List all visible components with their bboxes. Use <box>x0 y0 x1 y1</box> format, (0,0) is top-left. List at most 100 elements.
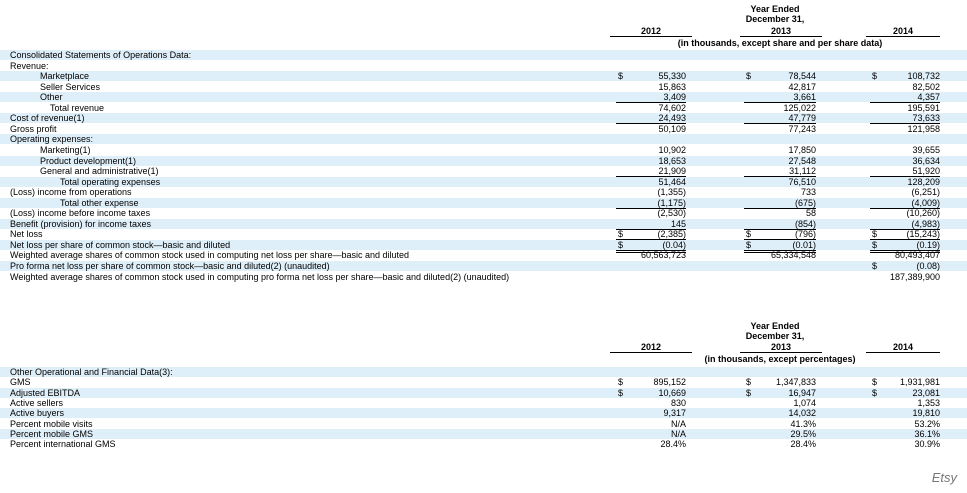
cell-value: 31,112 <box>789 166 816 177</box>
cell-rule <box>870 92 940 104</box>
table-row: Weighted average shares of common stock … <box>0 250 967 260</box>
table-row: Total operating expenses 51,464 76,510 128,… <box>0 176 967 187</box>
cell-value: 55,330 <box>658 71 686 82</box>
table-row: Total other expense (1,175) (675) (4,009) <box>0 197 967 209</box>
currency-symbol: $ <box>872 387 878 398</box>
table-row: Total revenue 74,602 125,022 195,591 <box>0 103 967 113</box>
currency-symbol: $ <box>872 239 878 250</box>
cell-value: 108,732 <box>907 71 940 82</box>
row-label: Net loss <box>10 229 43 240</box>
row-label: Net loss per share of common stock—basic… <box>10 239 231 250</box>
cell-value: 42,817 <box>788 81 816 92</box>
row-label: Total other expense <box>60 197 139 208</box>
table1-header-year-ended: Year Ended <box>750 4 800 14</box>
cell-value: 41.3% <box>790 418 816 429</box>
currency-symbol: $ <box>618 239 624 250</box>
table-row: Cost of revenue(1) 24,493 47,779 73,633 <box>0 113 967 125</box>
table-row: Net loss $ (2,385) $ (796) $ (15,243) <box>0 229 967 243</box>
cell-rule <box>870 198 940 209</box>
cell-rule <box>616 92 686 104</box>
currency-symbol: $ <box>872 377 878 388</box>
table1-year-2012: 2012 <box>610 26 692 37</box>
row-label: Operating expenses: <box>10 134 94 145</box>
row-label: Percent international GMS <box>10 439 116 450</box>
row-label: Weighted average shares of common stock … <box>10 271 510 282</box>
cell-value: 895,152 <box>653 377 686 388</box>
cell-value: 82,502 <box>912 81 940 92</box>
cell-value: 80,493,407 <box>894 250 940 261</box>
currency-symbol: $ <box>618 229 624 240</box>
cell-value: 128,209 <box>907 176 940 187</box>
cell-value: 17,850 <box>788 144 816 155</box>
table-row: GMS $895,152 $1,347,833 $1,931,981 <box>0 377 967 387</box>
table1-header-december: December 31, <box>745 14 805 24</box>
cell-value: (4,009) <box>911 197 940 208</box>
table-row: General and administrative(1) 21,909 31,11… <box>0 166 967 178</box>
cell-value: 39,655 <box>912 144 940 155</box>
table-row: (Loss) income from operations (1,355) 733 (… <box>0 187 967 197</box>
cell-value: (2,385) <box>657 229 686 240</box>
etsy-watermark: Etsy <box>931 470 957 485</box>
table-row: Active sellers 830 1,074 1,353 <box>0 398 967 408</box>
cell-value: 76,510 <box>788 176 816 187</box>
cell-value: (0.04) <box>662 239 686 250</box>
table2-header-year-ended: Year Ended <box>750 321 800 331</box>
cell-value: (4,983) <box>911 218 940 229</box>
cell-rule <box>744 240 816 253</box>
cell-value: (6,251) <box>911 187 940 198</box>
cell-value: 21,909 <box>658 166 686 177</box>
row-label: Pro forma net loss per share of common s… <box>10 261 330 271</box>
currency-symbol: $ <box>872 71 878 82</box>
cell-value: 16,947 <box>788 387 816 398</box>
cell-value: (0.08) <box>916 261 940 271</box>
table-row: Net loss per share of common stock—basic… <box>0 239 967 253</box>
currency-symbol: $ <box>746 71 752 82</box>
cell-rule <box>744 113 816 125</box>
cell-value: (2,530) <box>657 208 686 219</box>
table-row: Marketplace $55,330 $78,544 $108,732 <box>0 71 967 82</box>
cell-value: N/A <box>670 418 686 429</box>
row-label: Cost of revenue(1) <box>10 113 85 124</box>
cell-value: 58 <box>805 208 816 219</box>
cell-value: 23,081 <box>912 387 940 398</box>
table-row: Product development(1) 18,653 27,548 36,634 <box>0 155 967 166</box>
cell-value: 733 <box>800 187 816 198</box>
table-row: Percent international GMS 28.4% 28.4% 30.9% <box>0 439 967 449</box>
cell-value: (675) <box>794 197 816 208</box>
cell-rule <box>744 92 816 104</box>
row-label: Product development(1) <box>40 155 137 166</box>
cell-value: 36,634 <box>912 155 940 166</box>
cell-rule <box>870 166 940 178</box>
currency-symbol: $ <box>618 387 624 398</box>
table-row: Seller Services 15,863 42,817 82,502 <box>0 82 967 92</box>
table-row: Other Operational and Financial Data(3): <box>0 367 967 377</box>
cell-rule <box>744 166 816 178</box>
cell-rule <box>616 166 686 178</box>
cell-value: 77,243 <box>788 123 816 134</box>
cell-value: 10,669 <box>658 387 686 398</box>
cell-value: 187,389,900 <box>889 271 940 282</box>
row-label: Other Operational and Financial Data(3): <box>10 367 173 377</box>
table-row: Active buyers 9,317 14,032 19,810 <box>0 408 967 419</box>
table-row: Operating expenses: <box>0 134 967 145</box>
currency-symbol: $ <box>746 229 752 240</box>
cell-value: 14,032 <box>788 408 816 419</box>
table-row: (Loss) income before income taxes (2,530)… <box>0 208 967 218</box>
cell-value: 30.9% <box>914 439 940 450</box>
cell-rule <box>616 198 686 209</box>
cell-rule <box>870 219 940 230</box>
row-label: Weighted average shares of common stock … <box>10 250 410 261</box>
cell-value: 60,563,723 <box>640 250 686 261</box>
table-row: Adjusted EBITDA $10,669 $16,947 $23,081 <box>0 387 967 398</box>
cell-value: 47,779 <box>788 113 816 124</box>
cell-rule <box>744 219 816 230</box>
currency-symbol: $ <box>618 377 624 388</box>
currency-symbol: $ <box>872 261 878 271</box>
cell-value: (1,175) <box>657 197 686 208</box>
cell-value: (0.01) <box>792 239 816 250</box>
table-row: Weighted average shares of common stock … <box>0 272 967 282</box>
row-label: Seller Services <box>40 81 101 92</box>
currency-symbol: $ <box>618 71 624 82</box>
cell-value: 121,958 <box>907 123 940 134</box>
table1-year-2013: 2013 <box>740 26 822 37</box>
